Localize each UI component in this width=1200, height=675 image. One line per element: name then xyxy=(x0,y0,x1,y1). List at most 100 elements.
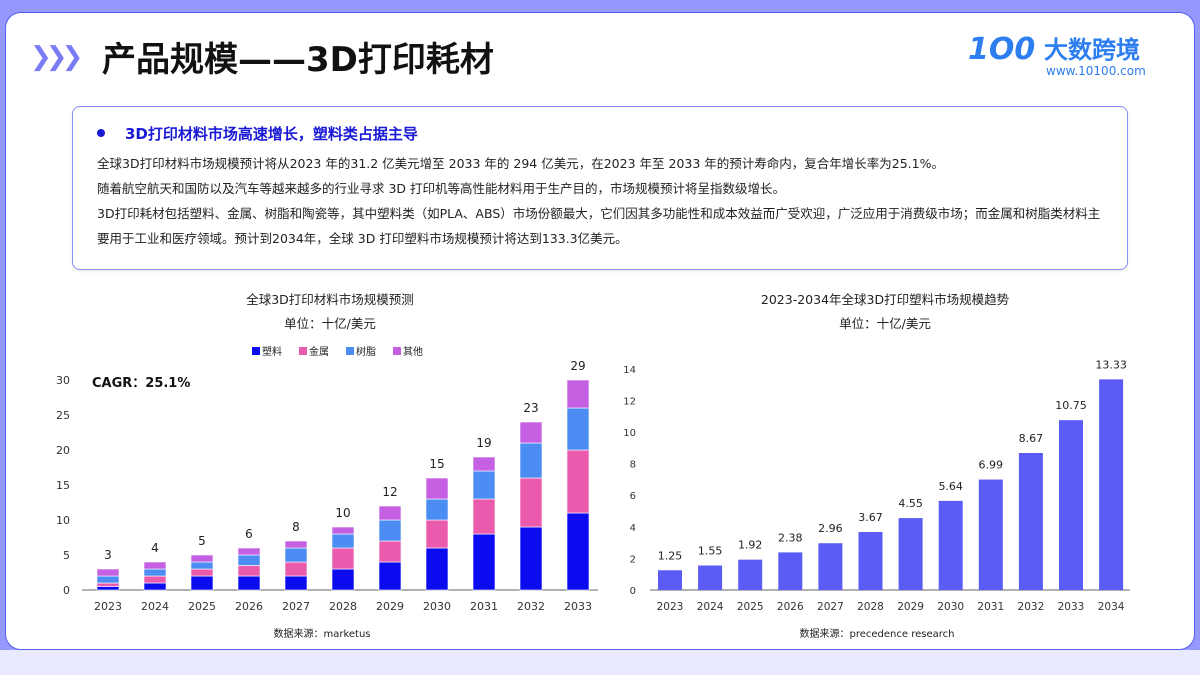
bar-segment-树脂 xyxy=(425,498,449,521)
logo: 1O0 大数跨境 www.10100.com xyxy=(968,30,1168,85)
legend-swatch-3 xyxy=(393,347,401,355)
x-tick-label: 2028 xyxy=(329,600,357,613)
bar-segment-其他 xyxy=(519,421,543,444)
bar-segment-树脂 xyxy=(566,407,590,451)
bar-total-label: 10 xyxy=(335,506,350,520)
bar-segment-塑料 xyxy=(143,582,167,591)
bar-total-label: 29 xyxy=(570,359,585,373)
bar xyxy=(1099,379,1124,590)
bar-total-label: 19 xyxy=(476,436,491,450)
bar-segment-其他 xyxy=(284,540,308,549)
bar-value-label: 1.25 xyxy=(658,549,683,562)
x-tick-label: 2028 xyxy=(857,601,884,613)
bar-total-label: 6 xyxy=(245,527,253,541)
bar-segment-塑料 xyxy=(284,575,308,591)
chart1-subtitle: 单位：十亿/美元 xyxy=(284,316,376,331)
bar xyxy=(738,559,763,590)
bar-segment-金属 xyxy=(472,498,496,535)
summary-box: 3D打印材料市场高速增长，塑料类占据主导 全球3D打印材料市场规模预计将从202… xyxy=(72,106,1128,270)
y-tick-label: 10 xyxy=(56,514,70,527)
legend-swatch-0 xyxy=(252,347,260,355)
bar-segment-塑料 xyxy=(237,575,261,591)
bar xyxy=(898,518,923,590)
y-tick-label: 25 xyxy=(56,409,70,422)
bar-total-label: 15 xyxy=(429,457,444,471)
bar-segment-树脂 xyxy=(143,568,167,577)
x-tick-label: 2024 xyxy=(141,600,169,613)
bar-value-label: 5.64 xyxy=(938,480,963,493)
chart2-source: 数据来源：precedence research xyxy=(800,627,955,640)
bar-segment-其他 xyxy=(331,526,355,535)
bar-segment-树脂 xyxy=(284,547,308,563)
y-tick-label: 15 xyxy=(56,479,70,492)
bar-value-label: 13.33 xyxy=(1095,358,1127,371)
bar xyxy=(1018,453,1043,590)
bar-segment-金属 xyxy=(96,582,120,587)
logo-url: www.10100.com xyxy=(1046,64,1146,78)
legend-swatch-2 xyxy=(346,347,354,355)
bar-segment-树脂 xyxy=(472,470,496,500)
bar-segment-塑料 xyxy=(331,568,355,591)
x-tick-label: 2027 xyxy=(282,600,310,613)
y-tick-label: 20 xyxy=(56,444,70,457)
bar-total-label: 5 xyxy=(198,534,206,548)
x-tick-label: 2031 xyxy=(977,601,1004,613)
bar-segment-其他 xyxy=(425,477,449,500)
cagr-annotation: CAGR：25.1% xyxy=(92,376,190,391)
y-tick-label: 2 xyxy=(630,554,636,565)
x-tick-label: 2030 xyxy=(423,600,451,613)
bar-segment-金属 xyxy=(237,565,261,577)
y-tick-label: 10 xyxy=(623,428,636,439)
bar-total-label: 23 xyxy=(523,401,538,415)
x-tick-label: 2025 xyxy=(737,601,764,613)
bar-segment-其他 xyxy=(472,456,496,472)
bar-segment-树脂 xyxy=(237,554,261,566)
bar-value-label: 8.67 xyxy=(1019,432,1044,445)
bar-segment-树脂 xyxy=(96,575,120,584)
bottom-band xyxy=(0,650,1200,675)
chart1-source: 数据来源：marketus xyxy=(273,627,370,640)
bar-segment-金属 xyxy=(331,547,355,570)
x-tick-label: 2023 xyxy=(94,600,122,613)
chevrons-icon: ❯❯❯ xyxy=(30,42,83,72)
bar-total-label: 12 xyxy=(382,485,397,499)
y-tick-label: 5 xyxy=(63,549,70,562)
y-tick-label: 8 xyxy=(630,460,636,471)
bar-segment-塑料 xyxy=(425,547,449,591)
y-tick-label: 14 xyxy=(623,365,636,376)
bar xyxy=(778,552,803,590)
bar xyxy=(658,570,682,590)
summary-heading: 3D打印材料市场高速增长，塑料类占据主导 xyxy=(125,125,418,143)
bar-segment-其他 xyxy=(378,505,402,521)
chart1-title: 全球3D打印材料市场规模预测 xyxy=(246,292,414,307)
bullet-icon xyxy=(97,129,105,137)
bar-segment-金属 xyxy=(519,477,543,528)
bar-value-label: 1.92 xyxy=(738,539,763,552)
bar-total-label: 4 xyxy=(151,541,159,555)
y-tick-label: 0 xyxy=(630,586,636,597)
bar-segment-树脂 xyxy=(378,519,402,542)
bar-value-label: 3.67 xyxy=(858,511,883,524)
bar-segment-塑料 xyxy=(566,512,590,591)
x-tick-label: 2031 xyxy=(470,600,498,613)
bar xyxy=(938,500,963,590)
legend-label-0: 塑料 xyxy=(262,345,282,358)
logo-mark: 1O0 xyxy=(968,32,1036,67)
legend-swatch-1 xyxy=(299,347,307,355)
x-tick-label: 2029 xyxy=(376,600,404,613)
x-tick-label: 2027 xyxy=(817,601,844,613)
y-tick-label: 12 xyxy=(623,396,636,407)
bar xyxy=(818,543,843,590)
legend-label-3: 其他 xyxy=(403,345,423,358)
x-tick-label: 2032 xyxy=(1018,601,1045,613)
bar-segment-金属 xyxy=(284,561,308,577)
x-tick-label: 2033 xyxy=(564,600,592,613)
bar-segment-金属 xyxy=(566,449,590,514)
bar-segment-树脂 xyxy=(519,442,543,479)
bar-value-label: 6.99 xyxy=(979,459,1004,472)
logo-text: 大数跨境 xyxy=(1044,36,1140,64)
bar-value-label: 10.75 xyxy=(1055,399,1087,412)
legend-label-2: 树脂 xyxy=(356,345,376,358)
x-tick-label: 2026 xyxy=(235,600,263,613)
